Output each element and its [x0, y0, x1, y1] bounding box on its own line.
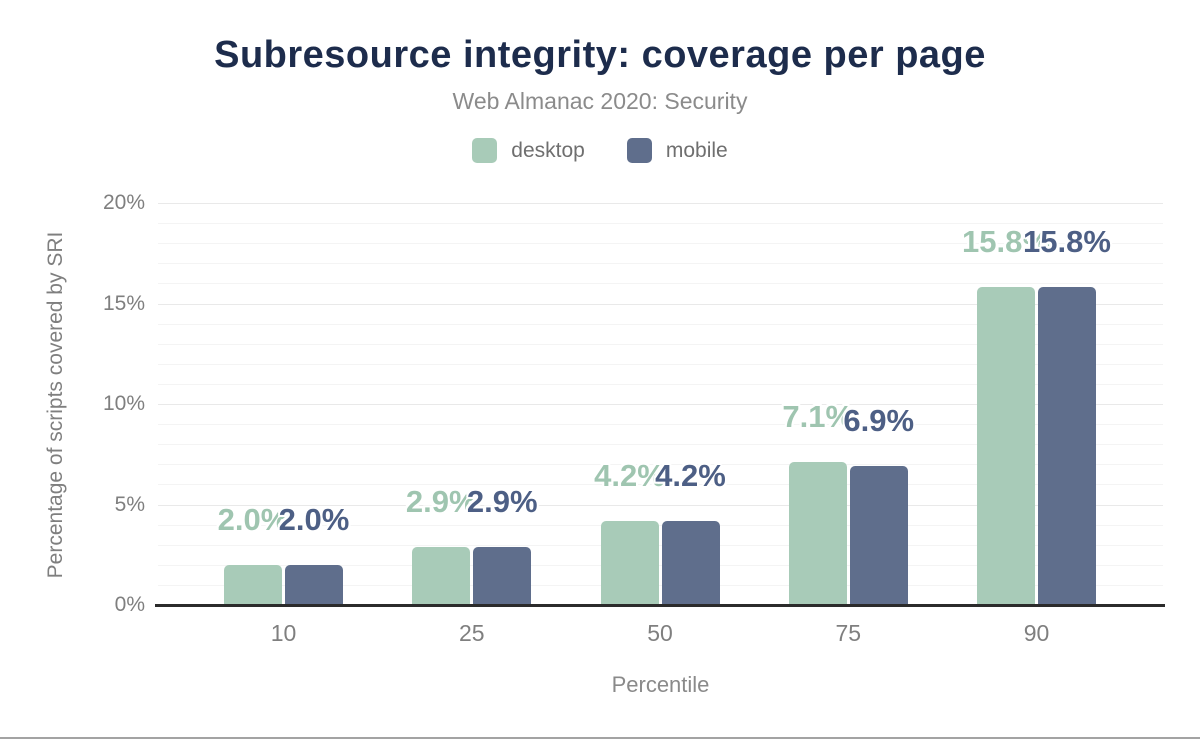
minor-gridline	[158, 383, 1163, 385]
minor-gridline	[158, 484, 1163, 486]
bar-desktop-p90[interactable]	[977, 287, 1035, 605]
y-axis-tick-label: 15%	[102, 291, 145, 315]
minor-gridline	[158, 584, 1163, 586]
legend-item-desktop[interactable]: desktop	[472, 138, 585, 163]
y-axis-tick-label: 5%	[114, 492, 145, 516]
data-label-mobile-p75: 6.9%	[843, 403, 915, 439]
major-gridline	[158, 404, 1163, 405]
minor-gridline	[158, 524, 1163, 526]
bar-desktop-p50[interactable]	[600, 520, 659, 605]
data-label-mobile-p50: 4.2%	[655, 457, 726, 493]
x-axis-tick-label-50: 50	[647, 620, 673, 646]
minor-gridline	[158, 223, 1163, 225]
desktop-swatch-icon	[472, 138, 498, 163]
x-axis-tick-label-90: 90	[1023, 620, 1050, 646]
major-gridline	[158, 504, 1163, 506]
data-label-desktop-p90: 15.8%	[962, 224, 1050, 260]
legend-label-mobile: mobile	[665, 138, 728, 162]
x-axis-line	[155, 604, 1165, 607]
figure-bottom-divider	[0, 737, 1200, 739]
data-label-desktop-p10: 2.0%	[217, 501, 289, 537]
bar-mobile-p90[interactable]	[1038, 287, 1096, 605]
y-axis-tick-label: 20%	[102, 191, 145, 214]
mobile-swatch-icon	[626, 138, 652, 163]
bar-desktop-p10[interactable]	[224, 564, 282, 605]
chart-title: Subresource integrity: coverage per page	[214, 34, 986, 76]
minor-gridline	[158, 544, 1163, 546]
data-label-desktop-p25: 2.9%	[405, 483, 477, 519]
legend-label-desktop: desktop	[511, 138, 585, 162]
legend-item-mobile[interactable]: mobile	[626, 138, 728, 163]
data-label-desktop-p75: 7.1%	[782, 399, 854, 435]
bar-desktop-p75[interactable]	[788, 462, 847, 605]
minor-gridline	[158, 243, 1163, 245]
minor-gridline	[158, 263, 1163, 265]
bar-mobile-p25[interactable]	[473, 546, 532, 605]
bar-mobile-p10[interactable]	[285, 564, 343, 605]
minor-gridline	[158, 323, 1163, 325]
major-gridline	[158, 203, 1163, 204]
y-axis-tick-label: 10%	[102, 392, 145, 415]
bar-desktop-p25[interactable]	[412, 546, 471, 605]
x-axis-title: Percentile	[611, 672, 710, 697]
minor-gridline	[158, 424, 1163, 426]
minor-gridline	[158, 363, 1163, 365]
minor-gridline	[158, 464, 1163, 466]
minor-gridline	[158, 564, 1163, 566]
major-gridline	[158, 303, 1163, 305]
data-label-desktop-p50: 4.2%	[594, 457, 665, 493]
bar-mobile-p50[interactable]	[661, 520, 720, 605]
minor-gridline	[158, 444, 1163, 446]
y-axis-tick-label: 0%	[114, 593, 145, 616]
data-label-mobile-p90: 15.8%	[1023, 224, 1111, 260]
minor-gridline	[158, 283, 1163, 285]
bar-mobile-p75[interactable]	[849, 466, 908, 605]
x-axis-tick-label-75: 75	[835, 620, 862, 646]
x-axis-tick-label-25: 25	[458, 620, 485, 646]
minor-gridline	[158, 343, 1163, 345]
x-axis-tick-label-10: 10	[270, 620, 297, 646]
chart-subtitle: Web Almanac 2020: Security	[452, 88, 748, 114]
data-label-mobile-p10: 2.0%	[278, 501, 350, 537]
data-label-mobile-p25: 2.9%	[466, 483, 538, 519]
legend: desktop mobile	[0, 138, 1200, 163]
